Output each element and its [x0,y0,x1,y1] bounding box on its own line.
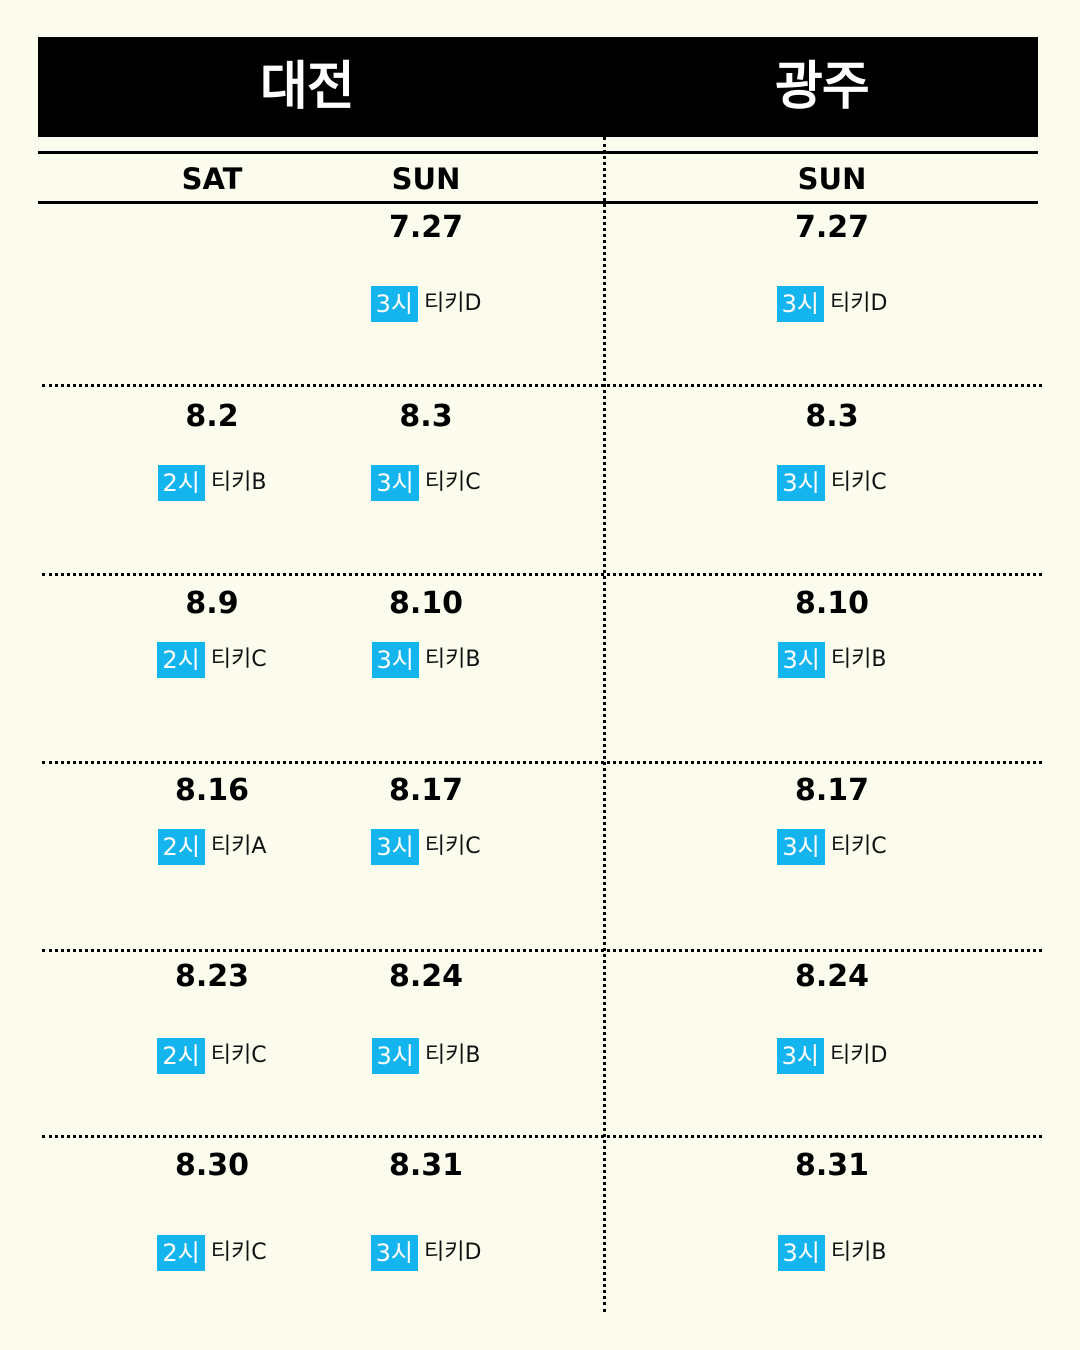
ticket-label: 티키C [210,1240,267,1265]
ticket-label: 티키C [424,834,481,859]
time-badge: 3시 [776,286,824,322]
header-bar: 대전 광주 [38,37,1038,137]
ticket-label: 티키B [424,1043,481,1068]
time-badge: 2시 [157,829,205,865]
event-date: 8.17 [388,773,464,808]
event-slot: 3시 티키B [326,642,526,678]
time-badge: 3시 [777,642,825,678]
event-date: 8.17 [794,773,870,808]
ticket-label: 티키C [210,1043,267,1068]
event-slot: 2시 티키B [112,465,312,501]
time-badge: 3시 [777,829,825,865]
event-slot: 3시 티키D [326,286,526,322]
event-date: 8.30 [174,1148,250,1183]
header-rule-top [38,151,1038,154]
event-date: 8.31 [388,1148,464,1183]
time-badge: 3시 [370,1235,418,1271]
event-slot: 3시 티키D [732,286,932,322]
time-badge: 3시 [777,465,825,501]
event-date: 8.3 [399,399,453,434]
event-slot: 2시 티키C [112,1235,312,1271]
event-slot: 2시 티키C [112,642,312,678]
time-badge: 2시 [157,1235,205,1271]
event-slot: 2시 티키C [112,1038,312,1074]
time-badge: 3시 [371,829,419,865]
event-slot: 3시 티키C [732,465,932,501]
event-slot: 3시 티키D [732,1038,932,1074]
event-date: 8.31 [794,1148,870,1183]
ticket-label: 티키B [210,470,267,495]
time-badge: 3시 [777,1235,825,1271]
ticket-label: 티키D [829,1043,888,1068]
event-slot: 3시 티키B [326,1038,526,1074]
ticket-label: 티키C [210,647,267,672]
event-date: 8.24 [794,959,870,994]
time-badge: 2시 [157,465,205,501]
ticket-label: 티키B [830,1240,887,1265]
row-divider [42,384,1042,387]
event-slot: 3시 티키B [732,642,932,678]
event-slot: 3시 티키B [732,1235,932,1271]
ticket-label: 티키C [830,470,887,495]
time-badge: 3시 [371,1038,419,1074]
event-date: 8.10 [794,586,870,621]
time-badge: 2시 [157,642,205,678]
ticket-label: 티키B [424,647,481,672]
event-date: 8.10 [388,586,464,621]
event-slot: 3시 티키C [326,465,526,501]
time-badge: 3시 [776,1038,824,1074]
event-date: 8.9 [185,586,239,621]
event-date: 8.2 [185,399,239,434]
city-title-daejeon: 대전 [260,57,355,117]
ticket-label: 티키D [423,1240,482,1265]
event-date: 7.27 [388,210,464,245]
event-date: 7.27 [794,210,870,245]
time-badge: 3시 [371,642,419,678]
event-date: 8.23 [174,959,250,994]
ticket-label: 티키D [423,291,482,316]
ticket-label: 티키A [210,834,267,859]
ticket-label: 티키C [830,834,887,859]
event-slot: 3시 티키C [326,829,526,865]
ticket-label: 티키B [830,647,887,672]
column-header-sun-gwangju: SUN [797,162,867,196]
city-title-gwangju: 광주 [775,57,870,117]
time-badge: 3시 [370,286,418,322]
header-rule-bottom [38,201,1038,204]
event-date: 8.16 [174,773,250,808]
event-slot: 2시 티키A [112,829,312,865]
time-badge: 3시 [371,465,419,501]
ticket-label: 티키C [424,470,481,495]
event-date: 8.24 [388,959,464,994]
event-date: 8.3 [805,399,859,434]
row-divider [42,573,1042,576]
row-divider [42,1135,1042,1138]
event-slot: 3시 티키D [326,1235,526,1271]
ticket-label: 티키D [829,291,888,316]
column-header-sat: SAT [181,162,243,196]
row-divider [42,949,1042,952]
city-divider [603,137,606,1312]
time-badge: 2시 [157,1038,205,1074]
column-header-sun: SUN [391,162,461,196]
row-divider [42,761,1042,764]
event-slot: 3시 티키C [732,829,932,865]
